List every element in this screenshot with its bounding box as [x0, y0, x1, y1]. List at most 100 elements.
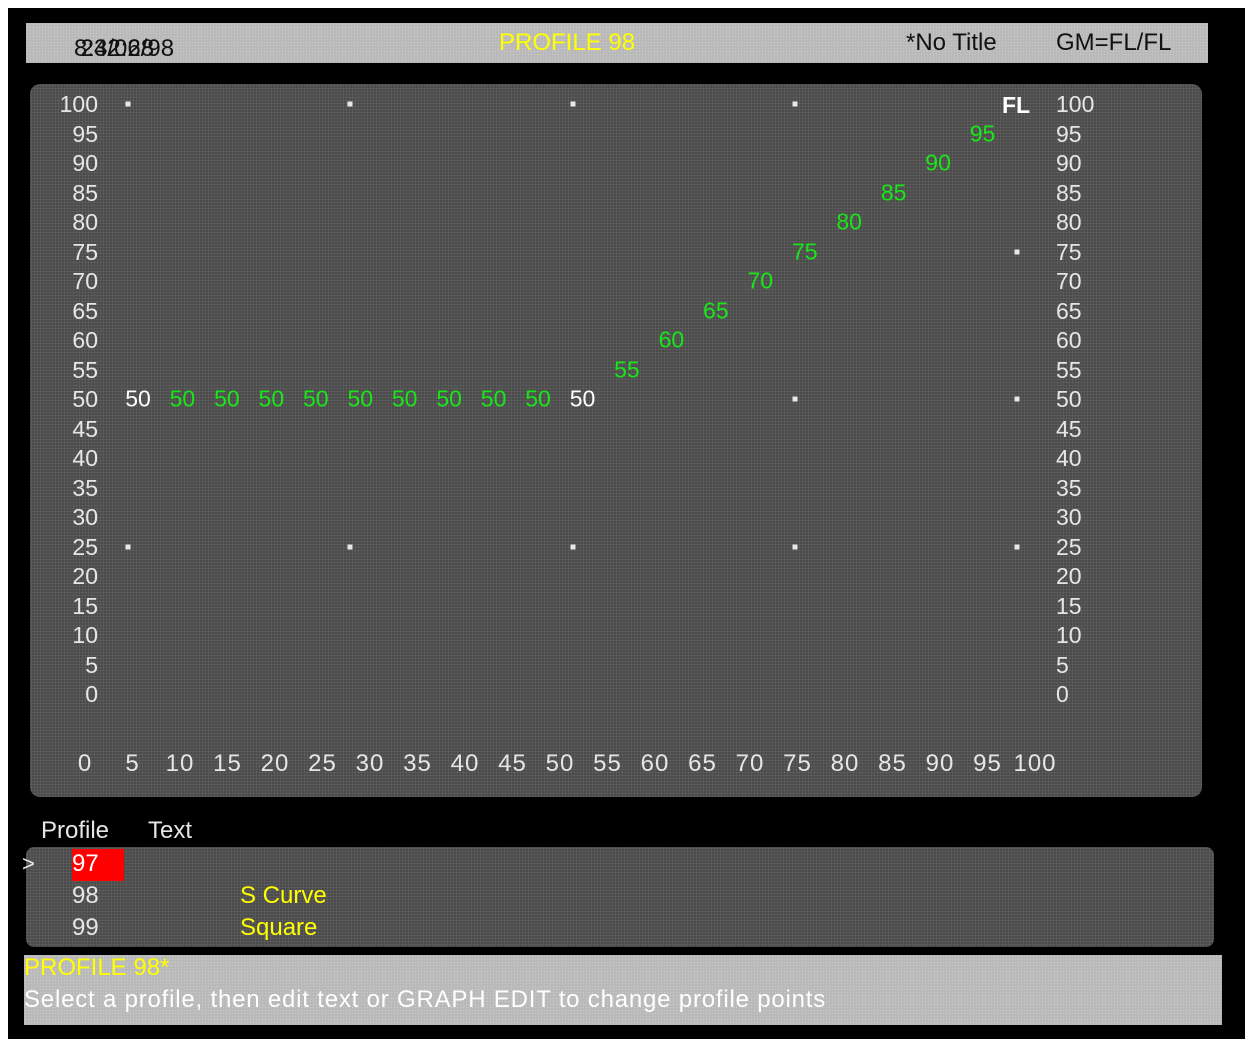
- profile-point[interactable]: 50: [169, 385, 196, 412]
- y-tick-label-left: 75: [72, 238, 98, 265]
- x-tick-label: 35: [403, 750, 432, 777]
- profile-point[interactable]: 95: [969, 120, 996, 146]
- text-column-header: Text: [148, 817, 193, 844]
- y-tick-label-left: 5: [85, 651, 98, 678]
- y-tick-label-right: 65: [1056, 297, 1082, 324]
- y-tick-label-right: 95: [1056, 120, 1082, 147]
- profile-point[interactable]: 50: [391, 385, 418, 412]
- y-tick-label-left: 35: [72, 474, 98, 501]
- y-tick-label-right: 55: [1056, 356, 1082, 383]
- profile-point[interactable]: 50: [347, 385, 374, 412]
- x-tick-label: 65: [688, 750, 717, 777]
- y-tick-label-left: 25: [72, 533, 98, 560]
- grid-marker: [570, 101, 575, 107]
- profile-number: 99: [72, 914, 99, 941]
- y-tick-label-left: 90: [72, 150, 98, 176]
- y-tick-label-left: 70: [72, 268, 98, 294]
- x-tick-label: 90: [925, 750, 955, 777]
- profile-point[interactable]: 50: [436, 385, 462, 412]
- grid-marker: [347, 544, 353, 549]
- y-tick-label-right: 20: [1056, 563, 1082, 589]
- y-tick-label-right: 100: [1056, 91, 1095, 117]
- profile-point[interactable]: 90: [925, 149, 951, 176]
- y-tick-label-right: 15: [1056, 592, 1082, 619]
- profile-point[interactable]: 50: [125, 385, 151, 412]
- y-tick-label-left: 100: [59, 91, 98, 117]
- status-bar: PROFILE 98* Select a profile, then edit …: [24, 955, 1222, 1025]
- x-tick-label: 20: [260, 750, 290, 777]
- profile-point[interactable]: 70: [747, 267, 774, 294]
- y-tick-label-left: 95: [72, 120, 98, 147]
- grid-marker: [570, 544, 575, 549]
- y-tick-label-left: 30: [72, 504, 98, 530]
- grid-marker: [792, 101, 798, 107]
- x-tick-label: 95: [973, 750, 1002, 777]
- x-tick-label: 60: [640, 750, 670, 777]
- profile-point[interactable]: 50: [569, 385, 596, 412]
- y-tick-label-right: 30: [1056, 504, 1082, 530]
- list-item[interactable]: 97: [26, 847, 1214, 881]
- y-tick-label-right: 75: [1056, 238, 1082, 265]
- list-item[interactable]: 99 Square: [26, 911, 1214, 943]
- y-tick-label-left: 65: [72, 297, 98, 324]
- profile-point[interactable]: 80: [836, 208, 862, 235]
- y-tick-label-right: 10: [1056, 622, 1082, 648]
- profile-point[interactable]: 50: [214, 385, 240, 412]
- profile-point[interactable]: 75: [791, 238, 818, 264]
- graph-mode: GM=FL/FL: [1056, 29, 1172, 56]
- x-tick-label: 15: [213, 750, 242, 777]
- profile-point[interactable]: 50: [258, 385, 285, 412]
- x-tick-label: 40: [450, 750, 480, 777]
- y-tick-label-right: 60: [1056, 327, 1082, 353]
- profile-subtitle: *No Title: [906, 29, 997, 56]
- profile-list: 97 98 S Curve 99 Square: [26, 847, 1214, 947]
- series-label: FL: [1002, 92, 1031, 118]
- grid-marker: [347, 101, 353, 107]
- y-tick-label-right: 40: [1056, 445, 1082, 471]
- profile-point[interactable]: 85: [880, 179, 907, 205]
- profile-point[interactable]: 55: [614, 356, 640, 382]
- profile-text: S Curve: [240, 882, 327, 909]
- profile-title: PROFILE 98: [499, 29, 636, 56]
- profile-graph[interactable]: FL 100 100 95 95 90 90 85 85 80 80 75 75 70 70 65 65 60 6…: [30, 84, 1202, 797]
- y-tick-label-left: 60: [72, 327, 98, 353]
- y-tick-label-left: 15: [72, 592, 98, 619]
- y-tick-label-right: 45: [1056, 415, 1082, 442]
- y-tick-label-left: 50: [72, 386, 98, 412]
- y-tick-label-left: 45: [72, 415, 98, 442]
- status-profile: PROFILE 98*: [24, 954, 170, 981]
- profile-point[interactable]: 50: [480, 385, 507, 412]
- y-tick-label-right: 85: [1056, 179, 1082, 206]
- list-item[interactable]: 98 S Curve: [26, 879, 1214, 911]
- x-tick-label: 10: [165, 750, 195, 777]
- profile-point[interactable]: 50: [525, 385, 551, 412]
- y-tick-label-right: 5: [1056, 651, 1069, 678]
- y-tick-label-right: 0: [1056, 681, 1069, 707]
- profile-point[interactable]: 60: [658, 326, 685, 353]
- x-tick-label: 45: [498, 750, 527, 777]
- y-tick-label-right: 35: [1056, 474, 1082, 501]
- x-tick-label: 80: [830, 750, 860, 777]
- profile-number: 98: [72, 882, 99, 909]
- y-tick-label-right: 80: [1056, 209, 1082, 235]
- profile-text: Square: [240, 914, 318, 941]
- y-tick-label-left: 20: [72, 563, 98, 589]
- y-tick-label-right: 90: [1056, 150, 1082, 176]
- status-help-text: Select a profile, then edit text or GRAP…: [24, 986, 827, 1013]
- y-tick-label-right: 50: [1056, 386, 1082, 412]
- y-tick-label-left: 10: [72, 622, 98, 648]
- y-tick-label-left: 80: [72, 209, 98, 235]
- x-tick-label: 5: [125, 750, 140, 777]
- x-tick-label: 50: [545, 750, 575, 777]
- x-tick-label: 85: [878, 750, 907, 777]
- x-tick-label: 75: [783, 750, 812, 777]
- profile-point[interactable]: 50: [303, 385, 329, 412]
- grid-marker: [1014, 396, 1020, 402]
- profile-point[interactable]: 65: [703, 297, 729, 323]
- y-tick-label-left: 55: [72, 356, 98, 383]
- title-bar: 8:32:28 24/06/98 PROFILE 98 *No Title GM…: [26, 23, 1208, 63]
- y-tick-label-left: 85: [72, 179, 98, 206]
- y-tick-label-right: 25: [1056, 533, 1082, 560]
- x-tick-label: 55: [593, 750, 622, 777]
- x-tick-label: 0: [77, 750, 93, 777]
